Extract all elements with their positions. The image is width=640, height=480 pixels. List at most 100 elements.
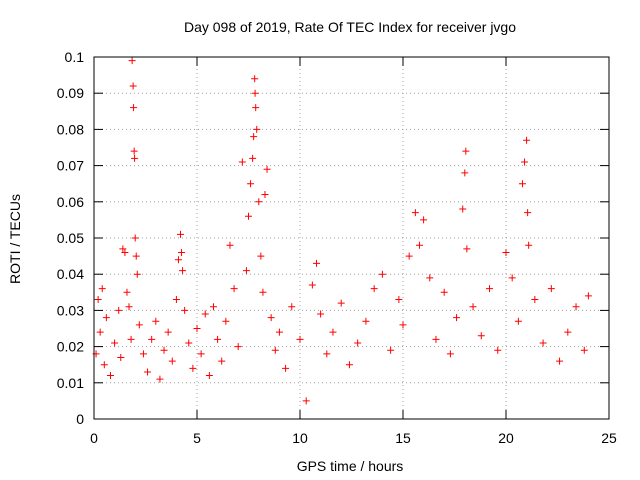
y-tick-label: 0.02 (57, 339, 84, 355)
data-point (123, 288, 131, 296)
data-point (271, 346, 279, 354)
data-point (494, 346, 502, 354)
data-point (514, 317, 522, 325)
x-tick-label: 25 (601, 430, 617, 446)
data-point (160, 346, 168, 354)
data-point (257, 252, 265, 260)
y-axis-title: ROTI / TECUs (7, 194, 23, 284)
x-tick-label: 15 (395, 430, 411, 446)
data-point (539, 339, 547, 347)
data-point (185, 339, 193, 347)
data-point (100, 361, 108, 369)
data-point (139, 350, 147, 358)
data-point (469, 303, 477, 311)
data-point (179, 267, 187, 275)
data-point (296, 335, 304, 343)
data-point (572, 303, 580, 311)
data-point (405, 252, 413, 260)
data-point (432, 335, 440, 343)
data-point (253, 125, 261, 133)
data-point (197, 350, 205, 358)
data-point (245, 212, 252, 220)
data-point (172, 296, 180, 304)
data-point (261, 191, 269, 199)
data-point (218, 357, 226, 365)
data-point (177, 230, 185, 238)
data-point (415, 241, 423, 249)
data-point (130, 104, 138, 112)
data-point (453, 314, 461, 322)
y-tick-label: 0.07 (57, 158, 84, 174)
data-point (523, 136, 531, 144)
data-point (502, 248, 510, 256)
data-point (531, 296, 539, 304)
data-point (420, 216, 428, 224)
data-point (288, 303, 296, 311)
data-point (201, 310, 209, 318)
data-point (387, 346, 395, 354)
x-tick-label: 5 (193, 430, 201, 446)
data-point (323, 350, 331, 358)
data-point (135, 321, 143, 329)
data-point (282, 364, 290, 372)
data-point (102, 314, 110, 322)
data-point (127, 335, 135, 343)
data-point (214, 335, 222, 343)
data-point (181, 306, 189, 314)
data-point (205, 372, 213, 380)
data-point (267, 314, 275, 322)
data-point (251, 89, 259, 97)
y-tick-label: 0.01 (57, 375, 84, 391)
data-point (119, 245, 127, 253)
data-point (275, 328, 283, 336)
data-point (131, 234, 139, 242)
data-point (370, 285, 378, 293)
data-point (144, 368, 152, 376)
data-point (125, 303, 133, 311)
data-point (98, 285, 106, 293)
data-point (193, 325, 201, 332)
data-point (94, 296, 102, 304)
data-point (547, 285, 555, 293)
y-tick-label: 0.08 (57, 121, 84, 137)
data-point (111, 339, 119, 347)
data-point (129, 82, 137, 90)
data-point (96, 328, 104, 336)
data-point (209, 303, 217, 311)
data-point (584, 292, 592, 300)
data-point (242, 267, 250, 275)
data-point (255, 198, 263, 206)
grid (94, 57, 609, 419)
data-point (249, 154, 257, 162)
data-point (399, 321, 407, 329)
data-point (121, 248, 129, 256)
data-point (164, 328, 172, 336)
x-axis-title: GPS time / hours (297, 458, 404, 474)
data-point (168, 357, 176, 365)
data-point (230, 285, 238, 293)
y-tick-label: 0.04 (57, 266, 84, 282)
data-point (238, 158, 246, 166)
tick-labels: 0 0.01 0.02 0.03 0.04 0.05 0.06 0.07 0.08 0.09 0.1… (57, 49, 617, 446)
data-point (133, 270, 141, 278)
data-point (411, 209, 419, 217)
data-point (189, 364, 197, 372)
y-tick-label: 0.03 (57, 302, 84, 318)
data-point (156, 375, 164, 383)
y-tick-label: 0.05 (57, 230, 84, 246)
axis-ticks (93, 56, 610, 420)
y-tick-label: 0.06 (57, 194, 84, 210)
data-point (426, 274, 434, 282)
data-point (259, 288, 267, 296)
data-point (148, 335, 156, 343)
data-points (92, 57, 592, 405)
data-point (564, 328, 572, 336)
data-point (463, 245, 471, 253)
data-point (131, 154, 139, 162)
data-point (117, 353, 125, 361)
data-point (477, 332, 485, 340)
y-tick-label: 0.09 (57, 85, 84, 101)
data-point (250, 133, 258, 141)
data-point (378, 270, 386, 278)
data-point (524, 209, 532, 217)
